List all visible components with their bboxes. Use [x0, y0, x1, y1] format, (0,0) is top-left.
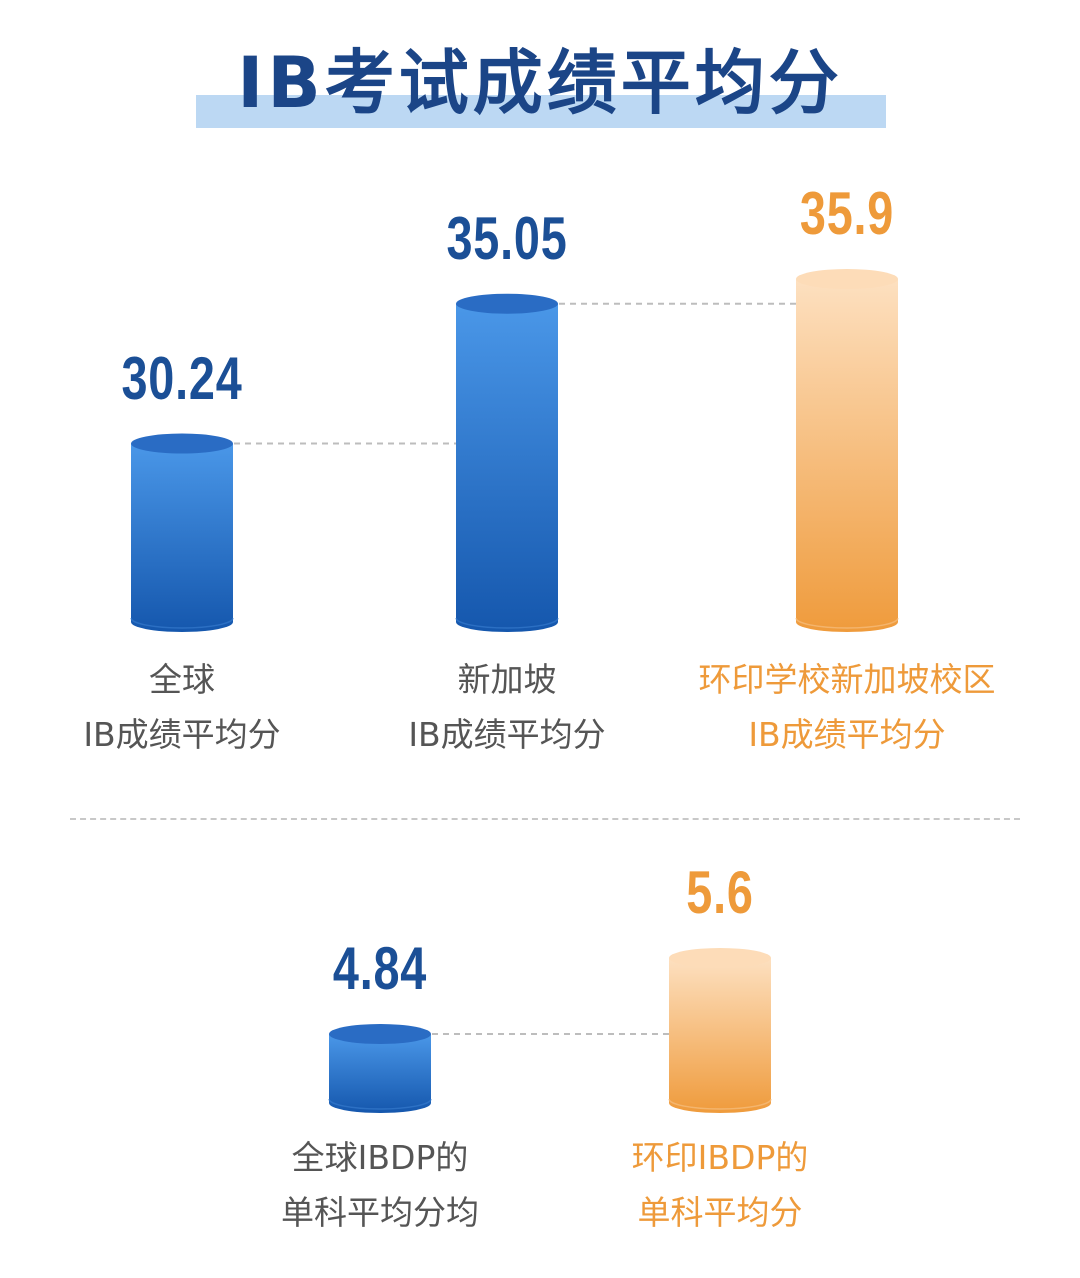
bar-cap-1-0	[329, 1024, 431, 1044]
category-label-line: IB成绩平均分	[408, 715, 606, 754]
bar-base-rim-0-0	[130, 617, 234, 629]
bar-base-rim-1-1	[668, 1098, 772, 1110]
bar-0-1	[456, 303, 558, 632]
bar-cap-0-1	[456, 293, 558, 314]
title-highlight-band	[196, 95, 886, 128]
category-label-line: 全球	[149, 660, 215, 699]
chart-title: IB考试成绩平均分	[237, 42, 843, 124]
value-label-1-0: 4.84	[332, 935, 428, 1002]
category-label-0-0: 全球 IB成绩平均分	[0, 652, 372, 762]
category-label-line: 全球IBDP的	[291, 1138, 469, 1177]
category-label-line: IB成绩平均分	[83, 715, 281, 754]
category-label-0-2: 环印学校新加坡校区 IB成绩平均分	[657, 652, 1037, 762]
category-label-1-1: 环印IBDP的 单科平均分	[530, 1130, 910, 1240]
bar-0-2	[796, 279, 898, 632]
value-label-0-1: 35.05	[446, 204, 568, 272]
bar-base-rim-0-1	[455, 617, 559, 629]
bar-base-rim-0-2	[795, 617, 899, 629]
category-label-line: 新加坡	[457, 660, 557, 699]
bar-0-0	[131, 443, 233, 632]
section-divider	[70, 818, 1020, 820]
bar-cap-1-1	[669, 948, 771, 968]
category-label-line: IB成绩平均分	[748, 715, 946, 754]
bar-cap-0-2	[796, 269, 898, 289]
bar-cap-0-0	[131, 433, 233, 454]
category-label-0-1: 新加坡 IB成绩平均分	[317, 652, 697, 762]
bar-1-1	[669, 958, 771, 1113]
bar-base-rim-1-0	[328, 1098, 432, 1110]
value-label-1-1: 5.6	[686, 859, 754, 926]
category-label-1-0: 全球IBDP的 单科平均分均	[190, 1130, 570, 1240]
category-label-line: 环印学校新加坡校区	[698, 660, 996, 699]
category-label-line: 单科平均分均	[281, 1193, 479, 1232]
title-block: IB考试成绩平均分	[0, 0, 1080, 140]
category-label-line: 环印IBDP的	[631, 1138, 809, 1177]
category-label-line: 单科平均分	[637, 1193, 803, 1232]
value-label-0-0: 30.24	[121, 344, 243, 412]
value-label-0-2: 35.9	[799, 180, 895, 247]
bar-1-0	[329, 1034, 431, 1113]
